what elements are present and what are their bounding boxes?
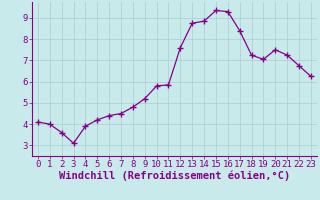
X-axis label: Windchill (Refroidissement éolien,°C): Windchill (Refroidissement éolien,°C) <box>59 171 290 181</box>
